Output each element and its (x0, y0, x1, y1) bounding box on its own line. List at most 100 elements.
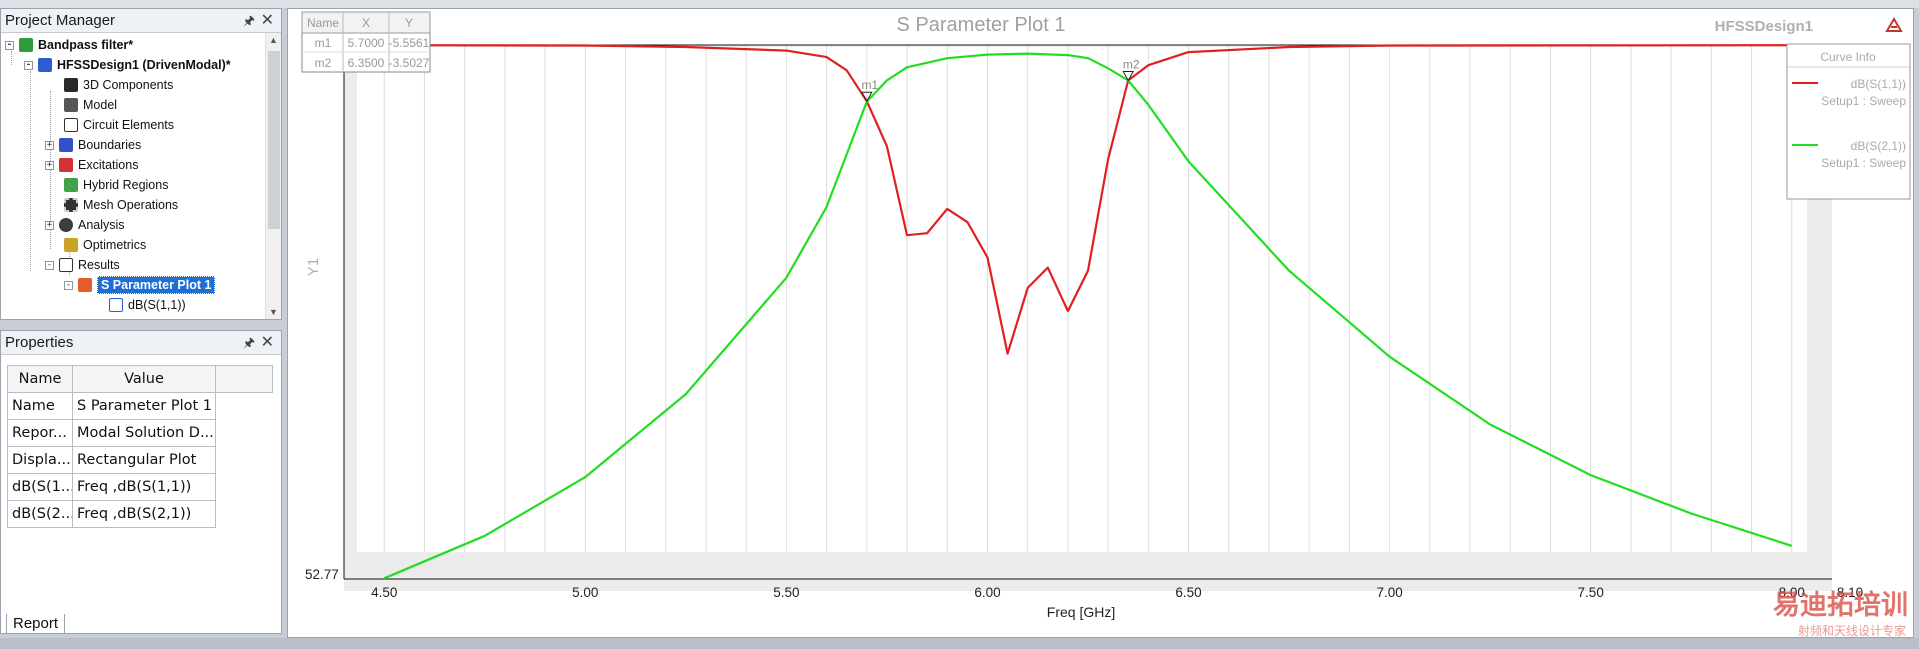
y-axis-label: Y1 (305, 258, 322, 276)
tab-report[interactable]: Report (6, 614, 66, 634)
property-value[interactable]: Freq ,dB(S(2,1)) (72, 500, 216, 528)
property-value[interactable]: Rectangular Plot (72, 446, 216, 474)
project-manager-title: Project Manager (5, 12, 116, 29)
expand-icon[interactable]: + (45, 139, 54, 150)
property-name: Repor... (7, 419, 73, 447)
tree-item-excitations[interactable]: + Excitations (45, 155, 138, 175)
series-line-dbs11[interactable] (384, 44, 1792, 355)
properties-title-bar: Properties 🖈︎ ✕ (1, 331, 281, 355)
scroll-down-icon[interactable]: ▼ (269, 307, 278, 317)
tree-label: HFSSDesign1 (DrivenModal)* (57, 58, 231, 72)
marker-triangle[interactable] (1122, 70, 1135, 82)
marker-table[interactable]: Name X Y m1 5.7000 -5.5561 m2 6.3500 -3.… (301, 11, 431, 73)
close-icon[interactable]: ✕ (260, 12, 274, 29)
collapse-icon[interactable]: - (24, 59, 33, 70)
x-axis-label: Freq [GHz] (1047, 604, 1115, 620)
marker-header-x: X (362, 16, 370, 30)
marker-label: m1 (861, 78, 878, 92)
pin-icon[interactable]: 🖈︎ (242, 335, 255, 350)
tree-label: Optimetrics (83, 238, 147, 252)
table-row[interactable]: Name S Parameter Plot 1 (7, 392, 273, 420)
tree-label-selected: S Parameter Plot 1 (97, 276, 216, 294)
curve-info-legend[interactable]: Curve Info dB(S(1,1)) Setup1 : Sweep dB(… (1786, 43, 1911, 200)
trace-icon (109, 298, 123, 312)
tree-label: Mesh Operations (83, 198, 179, 212)
excitations-icon (59, 158, 73, 172)
close-icon[interactable]: ✕ (260, 334, 274, 351)
tree-label: 3D Components (83, 78, 174, 92)
tree-label: Results (78, 258, 120, 272)
table-row[interactable]: dB(S(2... Freq ,dB(S(2,1)) (7, 500, 273, 528)
tree-item-analysis[interactable]: + Analysis (45, 215, 125, 235)
expand-icon[interactable]: + (45, 159, 54, 170)
collapse-icon[interactable]: - (64, 279, 73, 290)
series-line-dbs21[interactable] (383, 52, 1793, 580)
project-manager-panel: Project Manager 🖈︎ ✕ - Bandpass filter* … (0, 8, 282, 320)
hybrid-icon (64, 178, 78, 192)
tree-item-circuit-elements[interactable]: Circuit Elements (64, 115, 174, 135)
toolbar-strip (0, 0, 1919, 8)
x-tick-label: 5.00 (572, 585, 598, 600)
status-bar (0, 638, 1919, 649)
tree-item-s-parameter-plot[interactable]: - S Parameter Plot 1 (64, 275, 216, 295)
x-tick-label: 8.10 (1837, 585, 1863, 600)
properties-title: Properties (5, 334, 74, 351)
model-icon (64, 98, 78, 112)
scroll-up-icon[interactable]: ▲ (269, 35, 278, 45)
marker-layer: m1 m2 (860, 57, 1140, 103)
x-tick-label: 7.00 (1376, 585, 1402, 600)
tree-item-model[interactable]: Model (64, 95, 117, 115)
property-value[interactable]: Modal Solution D... (72, 419, 216, 447)
tree-item-results[interactable]: - Results (45, 255, 120, 275)
table-row[interactable]: Repor... Modal Solution D... (7, 419, 273, 447)
marker-header-name: Name (307, 16, 339, 30)
marker-triangle[interactable] (860, 91, 873, 103)
property-value[interactable]: Freq ,dB(S(1,1)) (72, 473, 216, 501)
tree-item-boundaries[interactable]: + Boundaries (45, 135, 141, 155)
watermark-subtitle: 射频和天线设计专家 (1798, 623, 1906, 638)
expand-icon[interactable]: + (45, 219, 54, 230)
tree-label: Bandpass filter* (38, 38, 134, 52)
collapse-icon[interactable]: - (45, 259, 54, 270)
properties-table: Name Value Name S Parameter Plot 1 Repor… (7, 365, 273, 528)
design-icon (38, 58, 52, 72)
tree-item-3d-components[interactable]: 3D Components (64, 75, 173, 95)
x-tick-label: 5.50 (773, 585, 799, 600)
plot-window[interactable]: S Parameter Plot 1 HFSSDesign1 Y1 52.77 … (287, 8, 1914, 638)
s-parameter-plot[interactable]: S Parameter Plot 1 HFSSDesign1 Y1 52.77 … (288, 9, 1915, 639)
tree-item-optimetrics[interactable]: Optimetrics (64, 235, 146, 255)
tree-item-hybrid-regions[interactable]: Hybrid Regions (64, 175, 168, 195)
marker-name: m1 (315, 36, 332, 50)
properties-panel: Properties 🖈︎ ✕ Name Value Name S Parame… (0, 330, 282, 634)
tree-item-mesh-operations[interactable]: Mesh Operations (64, 195, 178, 215)
scrollbar-thumb[interactable] (268, 51, 280, 229)
x-tick-label: 4.50 (371, 585, 397, 600)
project-tree: - Bandpass filter* - HFSSDesign1 (Driven… (1, 33, 281, 320)
tree-item-project[interactable]: - Bandpass filter* (5, 35, 133, 55)
table-row[interactable]: Displa... Rectangular Plot (7, 446, 273, 474)
optimetrics-icon (64, 238, 78, 252)
grid-lines (383, 45, 1793, 552)
x-tick-label: 6.50 (1175, 585, 1201, 600)
analysis-icon (59, 218, 73, 232)
legend-series-setup: Setup1 : Sweep (1821, 156, 1906, 170)
tree-item-trace[interactable]: dB(S(1,1)) (109, 295, 186, 315)
marker-x: 5.7000 (348, 36, 385, 50)
property-name: dB(S(2... (7, 500, 73, 528)
mesh-icon (64, 198, 78, 212)
marker-y: -3.5027 (389, 56, 430, 70)
table-row[interactable]: dB(S(1... Freq ,dB(S(1,1)) (7, 473, 273, 501)
tree-scrollbar[interactable]: ▲ ▼ (265, 33, 281, 319)
results-icon (59, 258, 73, 272)
collapse-icon[interactable]: - (5, 39, 14, 50)
tree-label: dB(S(1,1)) (128, 298, 186, 312)
tree-item-design[interactable]: - HFSSDesign1 (DrivenModal)* (24, 55, 231, 75)
table-header: Name Value (7, 365, 273, 393)
pin-icon[interactable]: 🖈︎ (242, 13, 255, 28)
legend-series-name: dB(S(1,1)) (1851, 77, 1906, 91)
tree-label: Circuit Elements (83, 118, 174, 132)
x-tick-label: 8.00 (1779, 585, 1805, 600)
property-value[interactable]: S Parameter Plot 1 (72, 392, 216, 420)
legend-title: Curve Info (1820, 50, 1876, 64)
property-name: Displa... (7, 446, 73, 474)
